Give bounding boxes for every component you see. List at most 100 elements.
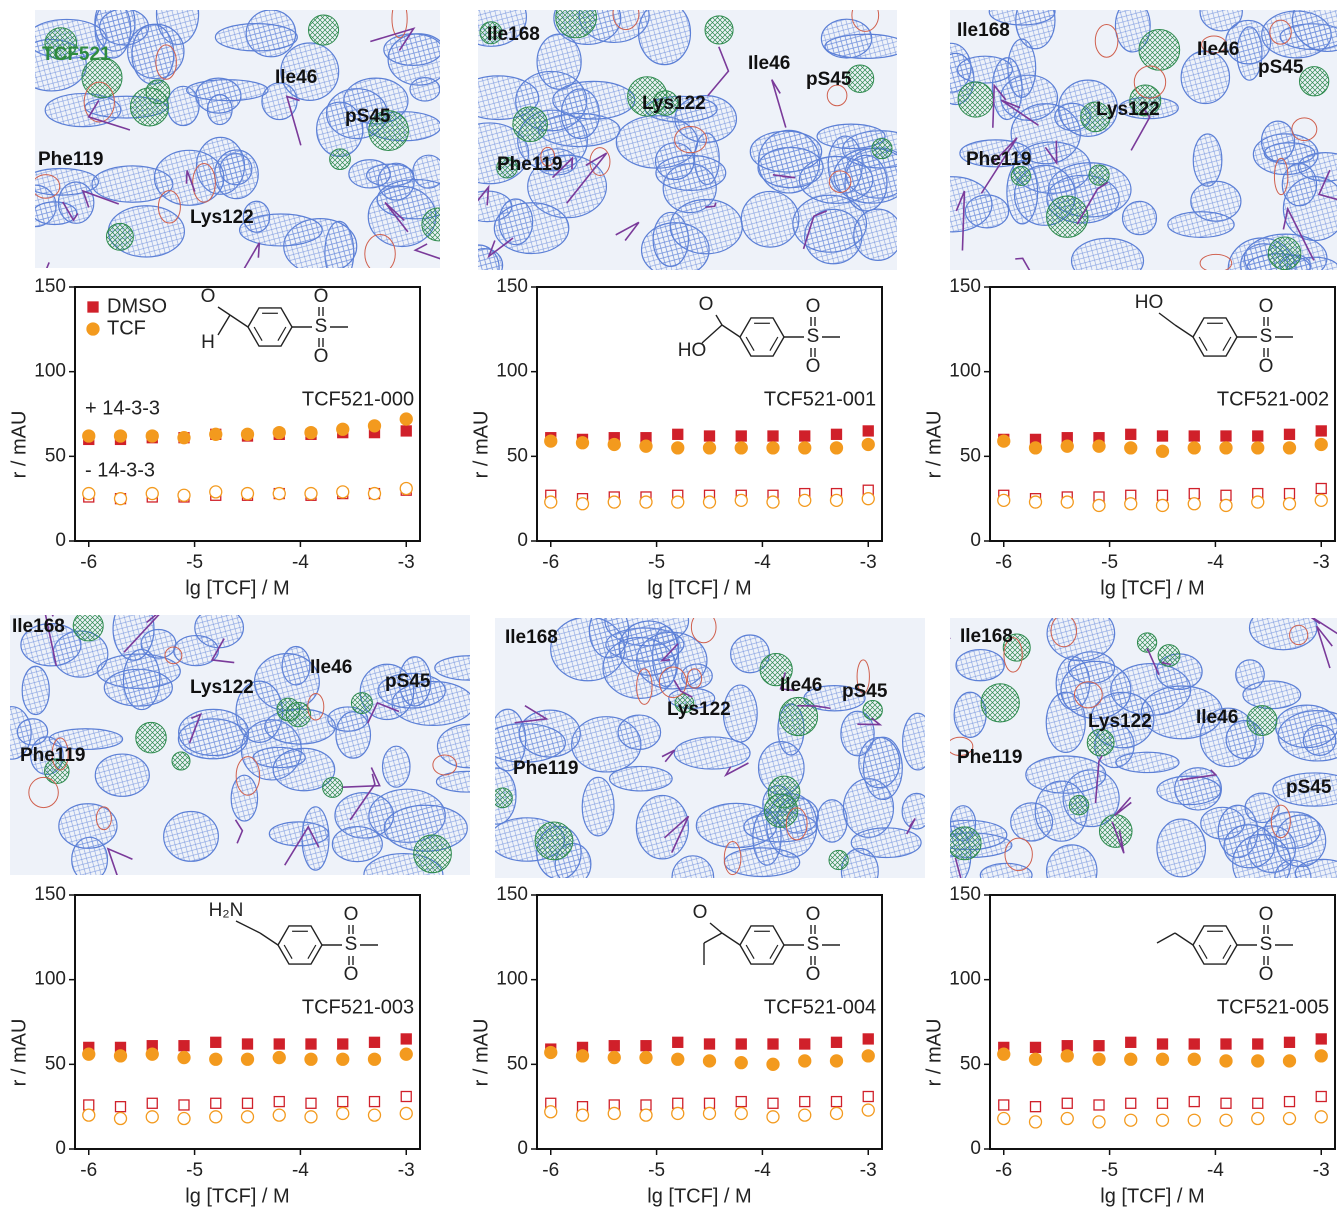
open-square xyxy=(1284,1097,1294,1107)
circle xyxy=(337,423,349,435)
x-tick-label: -5 xyxy=(186,1160,203,1181)
difference-density-positive xyxy=(308,15,338,45)
bond xyxy=(218,307,230,315)
open-circle xyxy=(115,493,127,505)
atom-label: O xyxy=(314,286,329,307)
open-circle xyxy=(242,1111,254,1123)
open-circle xyxy=(830,494,842,506)
open-square xyxy=(768,1098,778,1108)
circle xyxy=(1283,442,1295,454)
square xyxy=(401,426,411,436)
density-blob xyxy=(113,598,154,661)
density-blob xyxy=(589,604,628,658)
square xyxy=(1284,429,1294,439)
open-square xyxy=(369,1097,379,1107)
open-square xyxy=(306,1098,316,1108)
square xyxy=(1316,1034,1326,1044)
open-circle xyxy=(862,493,874,505)
residue-label: Ile168 xyxy=(960,626,1013,647)
x-tick-label: -5 xyxy=(186,552,203,573)
open-circle xyxy=(862,1104,874,1116)
residue-label: Ile46 xyxy=(780,675,822,696)
bond xyxy=(1175,325,1193,337)
circle xyxy=(1030,1053,1042,1065)
y-tick-label: 100 xyxy=(949,969,981,990)
open-circle xyxy=(273,1109,285,1121)
square xyxy=(369,1037,379,1047)
y-tick-label: 150 xyxy=(496,884,528,905)
open-circle xyxy=(1220,1114,1232,1126)
open-circle xyxy=(146,488,158,500)
density-blob xyxy=(383,746,410,787)
open-square xyxy=(1158,1098,1168,1108)
open-circle xyxy=(1093,1116,1105,1128)
open-circle xyxy=(1315,1111,1327,1123)
circle xyxy=(1283,1055,1295,1067)
compound-label: TCF521-001 xyxy=(764,388,876,410)
open-circle xyxy=(146,1111,158,1123)
structure: OSOH₂N xyxy=(209,900,378,985)
density-blob xyxy=(834,148,911,203)
difference-density-positive xyxy=(705,16,733,44)
open-circle xyxy=(704,1107,716,1119)
y-axis-label: r / mAU xyxy=(8,1019,30,1087)
structure: OSOOH xyxy=(201,286,348,367)
difference-density-positive xyxy=(130,88,168,126)
open-square xyxy=(274,1097,284,1107)
circle xyxy=(368,420,380,432)
residue-label: Lys122 xyxy=(1088,711,1152,732)
circle xyxy=(368,1053,380,1065)
atom-label: O xyxy=(806,296,821,317)
x-tick-label: -5 xyxy=(1101,552,1118,573)
density-blob xyxy=(854,209,902,260)
circle xyxy=(83,1048,95,1060)
residue-label: Lys122 xyxy=(1096,99,1160,120)
compound-label: TCF521-000 xyxy=(302,388,414,410)
open-circle xyxy=(1283,1113,1295,1125)
x-tick-label: -3 xyxy=(1313,1160,1330,1181)
open-square xyxy=(1221,1098,1231,1108)
x-axis-label: lg [TCF] / M xyxy=(185,577,289,599)
bond xyxy=(1159,313,1175,325)
open-square xyxy=(1284,489,1294,499)
density-blob xyxy=(618,715,661,749)
residue-label: pS45 xyxy=(1286,777,1332,798)
residue-label: Ile168 xyxy=(957,20,1010,41)
open-circle xyxy=(704,496,716,508)
y-tick-label: 150 xyxy=(34,276,66,297)
open-circle xyxy=(799,494,811,506)
difference-density-positive xyxy=(779,697,817,735)
x-tick-label: -3 xyxy=(1313,552,1330,573)
residue-label: Ile46 xyxy=(1196,707,1238,728)
density-blob xyxy=(59,804,117,848)
open-square xyxy=(863,1092,873,1102)
y-tick-label: 50 xyxy=(960,1053,981,1074)
residue-label: Ile168 xyxy=(12,616,65,637)
circle xyxy=(545,435,557,447)
circle xyxy=(1061,1050,1073,1062)
density-blob xyxy=(22,666,49,714)
density-blob xyxy=(1157,819,1206,877)
difference-density-positive xyxy=(1087,729,1114,756)
y-tick-label: 0 xyxy=(55,1138,66,1159)
open-square xyxy=(1126,1098,1136,1108)
density-blob xyxy=(215,24,297,51)
open-square xyxy=(116,1102,126,1112)
open-circle xyxy=(735,1107,747,1119)
density-blob xyxy=(24,168,99,195)
difference-density-positive xyxy=(829,850,848,869)
circle xyxy=(400,413,412,425)
density-blob xyxy=(132,25,174,85)
bond xyxy=(722,933,740,945)
legend-label: DMSO xyxy=(107,295,167,317)
circle xyxy=(767,1058,779,1070)
atom-label: O xyxy=(1259,296,1274,317)
page: TCF521Ile46pS45Phe119Lys122050100150-6-5… xyxy=(0,0,1337,1211)
atom-label: S xyxy=(1260,326,1273,347)
y-tick-label: 100 xyxy=(949,361,981,382)
open-square xyxy=(1221,490,1231,500)
residue-label: Lys122 xyxy=(190,677,254,698)
square xyxy=(1221,1039,1231,1049)
square xyxy=(1126,429,1136,439)
circle xyxy=(83,430,95,442)
